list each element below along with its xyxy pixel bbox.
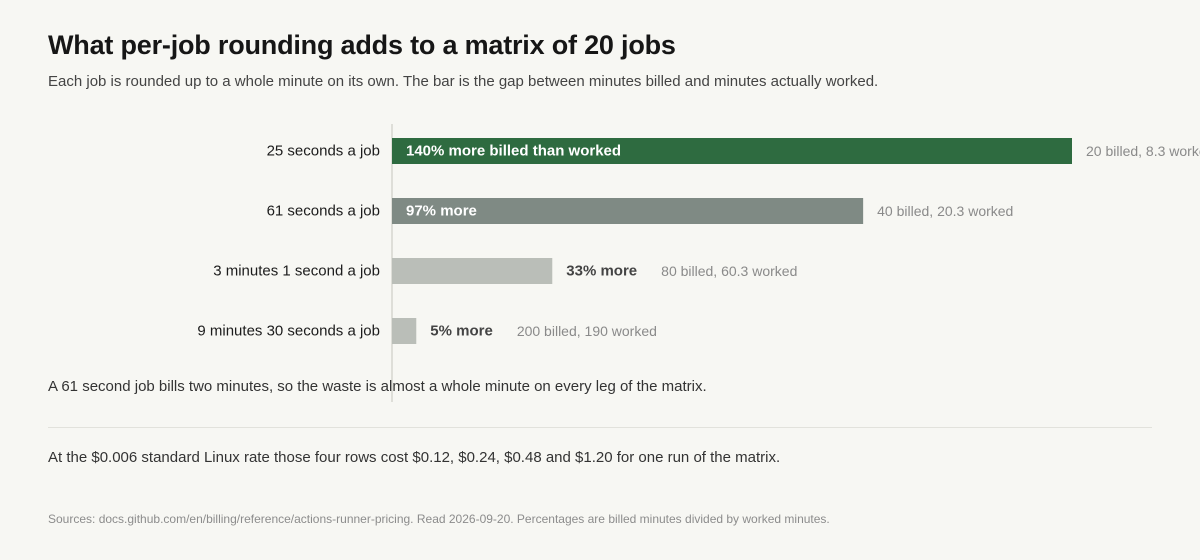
bar: [392, 198, 864, 224]
detail-label: 80 billed, 60.3 worked: [661, 263, 797, 279]
chart-note: A 61 second job bills two minutes, so th…: [48, 378, 707, 395]
chart-title: What per-job rounding adds to a matrix o…: [48, 30, 676, 60]
value-label: 140% more billed than worked: [406, 143, 621, 160]
bar: [392, 258, 553, 284]
divider: [48, 427, 1152, 428]
detail-label: 40 billed, 20.3 worked: [877, 203, 1013, 219]
sources-footnote: Sources: docs.github.com/en/billing/refe…: [48, 512, 830, 526]
category-label: 25 seconds a job: [267, 143, 380, 160]
bar: [392, 138, 1072, 164]
chart-subtitle: Each job is rounded up to a whole minute…: [48, 73, 879, 90]
category-label: 61 seconds a job: [267, 203, 380, 220]
bar: [392, 318, 417, 344]
category-label: 9 minutes 30 seconds a job: [197, 323, 380, 340]
value-label: 97% more: [406, 203, 477, 220]
detail-label: 200 billed, 190 worked: [517, 323, 657, 339]
category-label: 3 minutes 1 second a job: [213, 263, 380, 280]
value-label: 5% more: [430, 323, 493, 340]
cost-note: At the $0.006 standard Linux rate those …: [48, 449, 781, 466]
value-label: 33% more: [566, 263, 637, 280]
detail-label: 20 billed, 8.3 worked: [1086, 143, 1200, 159]
